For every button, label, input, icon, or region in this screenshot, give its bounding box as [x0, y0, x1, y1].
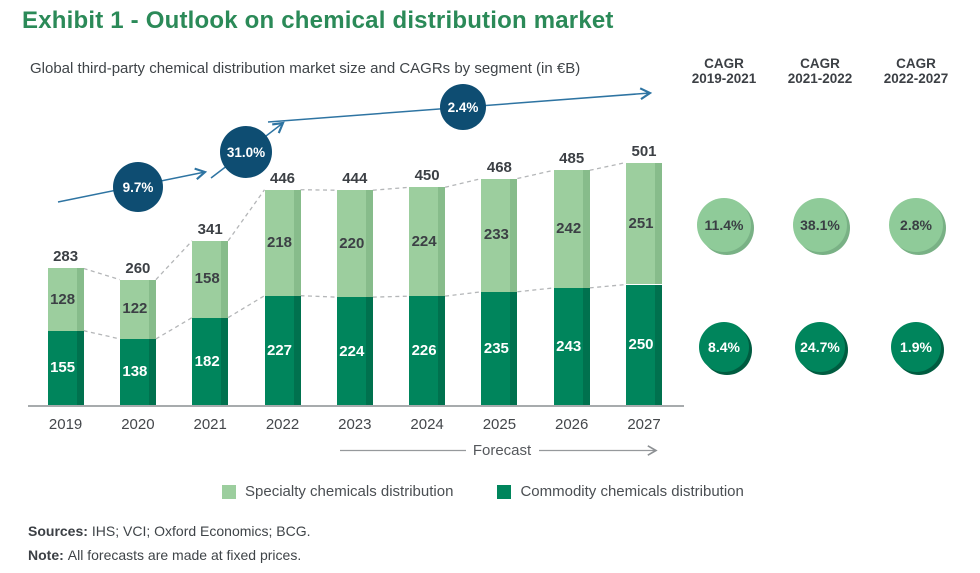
cagr-header-1-line1: CAGR [704, 56, 744, 71]
x-axis-label-2023: 2023 [338, 416, 372, 433]
cagr-header-3-line2: 2022-2027 [883, 71, 949, 86]
cagr-header-1-line2: 2019-2021 [691, 71, 757, 86]
chart-legend: Specialty chemicals distribution Commodi… [222, 483, 744, 500]
specialty-value-label-2025: 233 [483, 226, 509, 244]
cagr-row-commodity: 8.4% 24.7% 1.9% [676, 322, 964, 372]
x-axis-label-2020: 2020 [121, 416, 155, 433]
chart-subtitle: Global third-party chemical distribution… [30, 60, 581, 77]
commodity-value-label-2026: 243 [556, 337, 582, 355]
legend-swatch-commodity [497, 484, 512, 499]
specialty-value-label-2021: 158 [194, 270, 220, 288]
total-value-label-2024: 450 [414, 167, 440, 185]
legend-swatch-specialty [222, 484, 236, 499]
x-axis-line [28, 405, 684, 407]
cagr-headers-row: CAGR 2019-2021 CAGR 2021-2022 CAGR 2022-… [676, 56, 964, 86]
cagr-circle-specialty-2021-2022: 38.1% [793, 198, 847, 252]
specialty-value-label-2022: 218 [266, 233, 293, 251]
trend-cagr-bubble-3: 2.4% [440, 84, 486, 130]
bar-segment-specialty-2021 [192, 240, 229, 318]
x-axis-label-2024: 2024 [410, 416, 444, 433]
bar-segment-specialty-2019 [47, 268, 84, 331]
sources-line: Sources: IHS; VCI; Oxford Economics; BCG. [28, 519, 311, 543]
forecast-label: Forecast [472, 442, 532, 459]
cagr-circle-commodity-2022-2027: 1.9% [891, 322, 941, 372]
x-axis-label-2026: 2026 [555, 416, 589, 433]
total-value-label-2020: 260 [125, 259, 151, 277]
bar-segment-specialty-2024 [409, 187, 446, 297]
total-value-label-2021: 341 [197, 220, 223, 238]
total-value-label-2026: 485 [559, 150, 585, 168]
page-title: Exhibit 1 - Outlook on chemical distribu… [22, 7, 614, 34]
cagr-row-specialty: 11.4% 38.1% 2.8% [676, 198, 964, 252]
cagr-circle-specialty-2019-2021: 11.4% [697, 198, 751, 252]
x-axis-label-2019: 2019 [48, 416, 83, 433]
commodity-value-label-2020: 138 [122, 363, 148, 381]
specialty-value-label-2024: 224 [411, 232, 437, 250]
commodity-value-label-2024: 226 [411, 342, 437, 360]
x-axis-label-2025: 2025 [482, 416, 517, 433]
commodity-value-label-2025: 235 [483, 339, 509, 357]
x-axis-label-2022: 2022 [265, 416, 300, 433]
bar-segment-specialty-2025 [481, 178, 518, 292]
bar-segment-commodity-2026 [553, 287, 590, 406]
commodity-value-label-2021: 182 [194, 352, 220, 370]
total-value-label-2023: 444 [342, 170, 368, 188]
bar-segment-commodity-2025 [481, 291, 518, 406]
cagr-header-3: CAGR 2022-2027 [868, 56, 964, 86]
bar-segment-specialty-2020 [119, 279, 156, 339]
bar-segment-specialty-2022 [264, 189, 301, 296]
specialty-value-label-2019: 128 [50, 290, 76, 308]
commodity-value-label-2019: 155 [50, 359, 76, 377]
bar-segment-commodity-2027 [626, 284, 662, 406]
x-axis-label-2021: 2021 [193, 416, 227, 433]
cagr-circle-specialty-2022-2027: 2.8% [889, 198, 943, 252]
cagr-header-3-line1: CAGR [896, 56, 936, 71]
bar-segment-commodity-2021 [192, 317, 229, 406]
trend-cagr-bubble-2: 31.0% [220, 126, 272, 178]
bar-segment-specialty-2027 [626, 162, 662, 285]
cagr-panel: CAGR 2019-2021 CAGR 2021-2022 CAGR 2022-… [676, 56, 964, 386]
note-label: Note: [28, 547, 64, 563]
commodity-value-label-2022: 227 [266, 341, 293, 359]
total-value-label-2027: 501 [631, 142, 657, 160]
sources-text: IHS; VCI; Oxford Economics; BCG. [91, 523, 311, 539]
total-value-label-2022: 446 [269, 169, 296, 187]
legend-item-commodity: Commodity chemicals distribution [497, 483, 744, 500]
note-text: All forecasts are made at fixed prices. [67, 547, 302, 563]
sources-label: Sources: [28, 523, 88, 539]
legend-label-specialty: Specialty chemicals distribution [245, 483, 454, 500]
specialty-value-label-2026: 242 [556, 220, 582, 238]
bar-segment-commodity-2019 [47, 330, 84, 406]
cagr-header-2-line2: 2021-2022 [787, 71, 853, 86]
bar-segment-specialty-2023 [336, 190, 373, 298]
bar-segment-commodity-2023 [336, 297, 373, 406]
cagr-circle-commodity-2021-2022: 24.7% [795, 322, 845, 372]
specialty-value-label-2023: 220 [339, 234, 365, 252]
note-line: Note: All forecasts are made at fixed pri… [28, 543, 311, 567]
trend-cagr-bubble-1: 9.7% [113, 162, 163, 212]
bar-segment-specialty-2026 [553, 170, 590, 288]
bar-segment-commodity-2020 [119, 338, 156, 406]
legend-label-commodity: Commodity chemicals distribution [520, 483, 744, 500]
legend-item-specialty: Specialty chemicals distribution [222, 483, 453, 500]
cagr-header-1: CAGR 2019-2021 [676, 56, 772, 86]
x-axis-label-2027: 2027 [627, 416, 661, 433]
bar-segment-commodity-2024 [409, 296, 446, 406]
commodity-value-label-2027: 250 [628, 336, 654, 354]
cagr-circle-commodity-2019-2021: 8.4% [699, 322, 749, 372]
total-value-label-2019: 283 [53, 248, 79, 266]
commodity-value-label-2023: 224 [339, 342, 365, 360]
specialty-value-label-2027: 251 [628, 214, 654, 232]
cagr-header-2-line1: CAGR [800, 56, 840, 71]
total-value-label-2025: 468 [486, 158, 512, 176]
bar-segment-commodity-2022 [264, 295, 301, 406]
cagr-header-2: CAGR 2021-2022 [772, 56, 868, 86]
footer: Sources: IHS; VCI; Oxford Economics; BCG.… [28, 519, 311, 567]
specialty-value-label-2020: 122 [122, 300, 148, 318]
